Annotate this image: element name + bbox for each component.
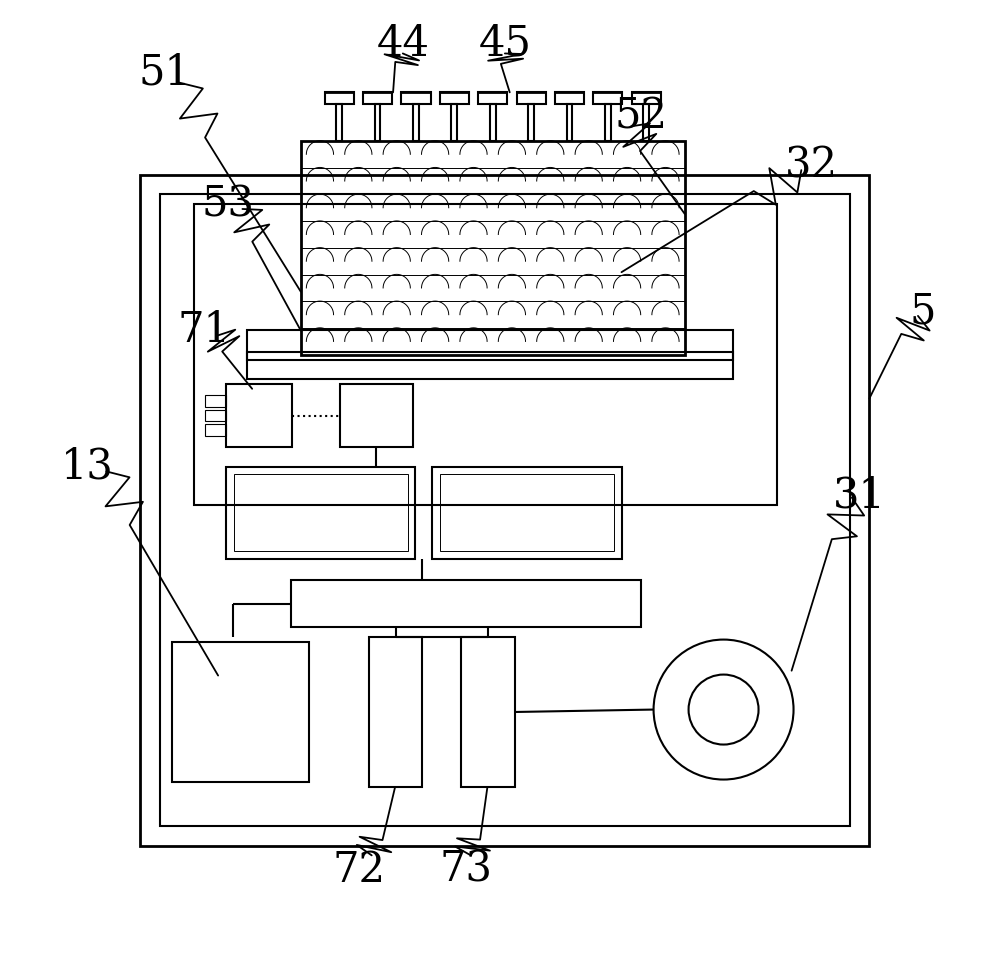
Bar <box>555 92 584 104</box>
Bar <box>226 384 292 447</box>
Bar <box>432 467 622 559</box>
Bar <box>340 384 413 447</box>
Text: 53: 53 <box>201 183 254 226</box>
Bar <box>325 92 354 104</box>
Bar <box>643 104 649 141</box>
Text: 45: 45 <box>478 22 531 65</box>
Text: 72: 72 <box>332 849 386 891</box>
Bar <box>140 175 869 846</box>
Bar <box>205 424 226 435</box>
Bar <box>301 141 685 355</box>
Text: 52: 52 <box>614 95 668 138</box>
Bar <box>226 467 415 559</box>
Bar <box>413 104 419 141</box>
Text: 44: 44 <box>376 22 429 65</box>
Bar <box>234 474 408 551</box>
Bar <box>194 204 777 505</box>
Bar <box>363 92 392 104</box>
Text: 32: 32 <box>784 144 838 187</box>
Bar <box>632 92 661 104</box>
Bar <box>478 92 507 104</box>
Text: 13: 13 <box>60 445 113 488</box>
Bar <box>440 92 469 104</box>
Bar <box>336 104 342 141</box>
Bar <box>369 637 422 787</box>
Bar <box>490 104 496 141</box>
Text: 71: 71 <box>177 309 230 352</box>
Bar <box>247 352 733 379</box>
Bar <box>205 410 226 422</box>
Text: 5: 5 <box>910 290 936 332</box>
Bar <box>160 194 850 826</box>
Bar <box>605 104 611 141</box>
Text: 51: 51 <box>138 52 191 94</box>
Bar <box>461 637 515 787</box>
Bar <box>440 474 614 551</box>
Bar <box>517 92 546 104</box>
Text: 73: 73 <box>439 849 492 891</box>
Bar <box>451 104 457 141</box>
Bar <box>172 642 309 782</box>
Bar <box>593 92 622 104</box>
Bar <box>205 395 226 406</box>
Bar <box>567 104 572 141</box>
Bar <box>291 580 641 627</box>
Bar <box>401 92 431 104</box>
Bar <box>247 330 733 360</box>
Bar <box>375 104 380 141</box>
Text: 31: 31 <box>833 474 886 517</box>
Bar <box>528 104 534 141</box>
